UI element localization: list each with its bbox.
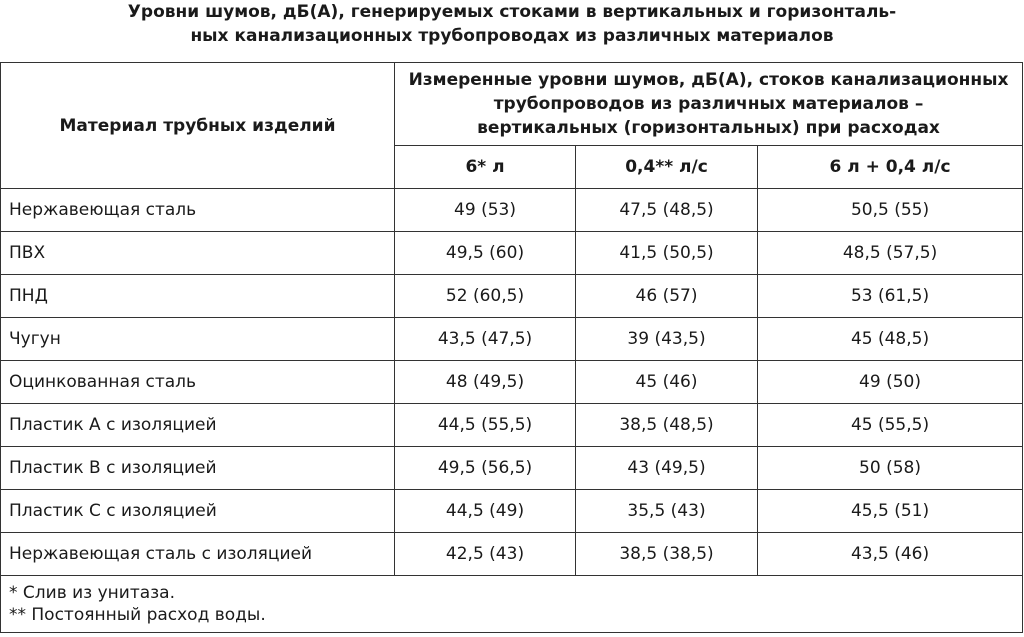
footnote-2: ** Постоянный расход воды. — [9, 605, 266, 625]
material-cell: Пластик A с изоляцией — [0, 403, 395, 447]
value-cell: 45,5 (51) — [756, 489, 1024, 533]
material-cell: ПВХ — [0, 231, 395, 275]
value-cell: 52 (60,5) — [394, 274, 576, 318]
value-cell: 38,5 (38,5) — [575, 532, 758, 576]
value-cell: 46 (57) — [575, 274, 758, 318]
header-noise-levels-line-1: Измеренные уровни шумов, дБ(А), стоков к… — [408, 70, 1009, 90]
value-cell: 43,5 (46) — [756, 532, 1024, 576]
value-cell: 45 (55,5) — [756, 403, 1024, 447]
value-cell: 42,5 (43) — [394, 532, 576, 576]
table-row: Пластик A с изоляцией 44,5 (55,5) 38,5 (… — [0, 403, 1024, 447]
subheader-combined: 6 л + 0,4 л/с — [756, 145, 1024, 189]
notes-row: * Слив из унитаза. ** Постоянный расход … — [0, 575, 1024, 633]
noise-levels-table: Материал трубных изделий Измеренные уров… — [0, 62, 1024, 633]
footnotes: * Слив из унитаза. ** Постоянный расход … — [0, 575, 1024, 633]
value-cell: 43,5 (47,5) — [394, 317, 576, 361]
value-cell: 49 (50) — [756, 360, 1024, 404]
value-cell: 41,5 (50,5) — [575, 231, 758, 275]
value-cell: 45 (46) — [575, 360, 758, 404]
header-noise-levels-line-2: трубопроводов из различных материалов – — [493, 94, 924, 114]
material-cell: Оцинкованная сталь — [0, 360, 395, 404]
value-cell: 50,5 (55) — [756, 188, 1024, 232]
header-material: Материал трубных изделий — [0, 62, 395, 189]
value-cell: 44,5 (55,5) — [394, 403, 576, 447]
subheader-0-4ls: 0,4** л/с — [575, 145, 758, 189]
table-row: ПНД 52 (60,5) 46 (57) 53 (61,5) — [0, 274, 1024, 318]
value-cell: 43 (49,5) — [575, 446, 758, 490]
header-noise-levels: Измеренные уровни шумов, дБ(А), стоков к… — [393, 62, 1024, 146]
header-noise-levels-line-3: вертикальных (горизонтальных) при расход… — [477, 118, 940, 138]
footnote-1: * Слив из унитаза. — [9, 583, 176, 603]
table-title: Уровни шумов, дБ(А), генерируемых стокам… — [0, 0, 1024, 60]
material-cell: Нержавеющая сталь — [0, 188, 395, 232]
table-row: Пластик C с изоляцией 44,5 (49) 35,5 (43… — [0, 489, 1024, 533]
value-cell: 39 (43,5) — [575, 317, 758, 361]
value-cell: 48 (49,5) — [394, 360, 576, 404]
subheader-6l: 6* л — [394, 145, 576, 189]
value-cell: 47,5 (48,5) — [575, 188, 758, 232]
material-cell: Пластик C с изоляцией — [0, 489, 395, 533]
material-cell: Нержавеющая сталь с изоляцией — [0, 532, 395, 576]
material-cell: ПНД — [0, 274, 395, 318]
value-cell: 38,5 (48,5) — [575, 403, 758, 447]
table-row: Нержавеющая сталь с изоляцией 42,5 (43) … — [0, 532, 1024, 576]
value-cell: 49 (53) — [394, 188, 576, 232]
material-cell: Чугун — [0, 317, 395, 361]
table-title-line-1: Уровни шумов, дБ(А), генерируемых стокам… — [127, 2, 897, 22]
table-row: Пластик B с изоляцией 49,5 (56,5) 43 (49… — [0, 446, 1024, 490]
table-row: Оцинкованная сталь 48 (49,5) 45 (46) 49 … — [0, 360, 1024, 404]
value-cell: 44,5 (49) — [394, 489, 576, 533]
table-row: Нержавеющая сталь 49 (53) 47,5 (48,5) 50… — [0, 188, 1024, 232]
value-cell: 49,5 (60) — [394, 231, 576, 275]
value-cell: 50 (58) — [756, 446, 1024, 490]
value-cell: 49,5 (56,5) — [394, 446, 576, 490]
subheader-row: 6* л 0,4** л/с 6 л + 0,4 л/с — [1, 145, 1024, 189]
header-row: Материал трубных изделий Измеренные уров… — [0, 62, 1024, 189]
table-title-line-2: ных канализационных трубопроводах из раз… — [190, 26, 834, 46]
table-row: Чугун 43,5 (47,5) 39 (43,5) 45 (48,5) — [0, 317, 1024, 361]
table-row: ПВХ 49,5 (60) 41,5 (50,5) 48,5 (57,5) — [0, 231, 1024, 275]
value-cell: 48,5 (57,5) — [756, 231, 1024, 275]
material-cell: Пластик B с изоляцией — [0, 446, 395, 490]
value-cell: 45 (48,5) — [756, 317, 1024, 361]
value-cell: 53 (61,5) — [756, 274, 1024, 318]
value-cell: 35,5 (43) — [575, 489, 758, 533]
